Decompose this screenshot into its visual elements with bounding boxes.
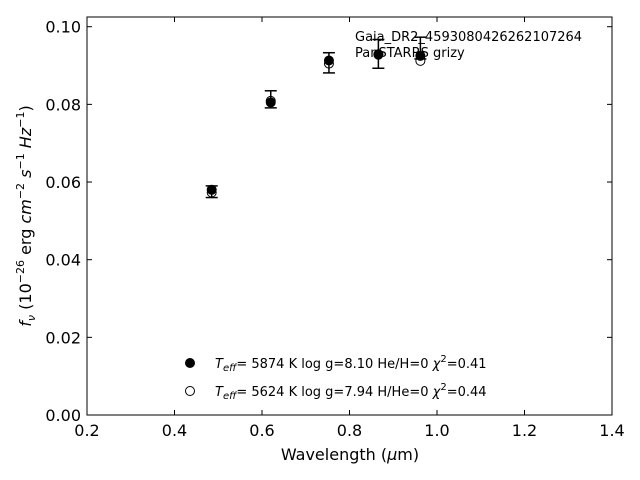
- data-point-open: [206, 187, 217, 198]
- x-tick-label: 0.8: [337, 421, 362, 440]
- data-points: [206, 49, 426, 198]
- y-axis-label: fν (10−26 erg cm−2 s−1 Hz−1): [14, 105, 38, 326]
- legend-entry-1: Teff= 5874 K log g=8.10 He/H=0 χ2=0.41: [215, 354, 487, 374]
- x-tick-label: 1.2: [512, 421, 537, 440]
- legend-1-t: T: [215, 357, 224, 372]
- legend-marker-filled: [185, 358, 195, 368]
- x-tick-labels: 0.2 0.4 0.6 0.8 1.0 1.2 1.4: [74, 421, 624, 440]
- legend: Teff= 5874 K log g=8.10 He/H=0 χ2=0.41 T…: [185, 354, 487, 402]
- y-tick-label: 0.08: [45, 95, 81, 114]
- data-point-filled: [323, 55, 334, 66]
- legend-1-chi-val: =0.41: [447, 357, 487, 372]
- legend-2-two: 2: [440, 382, 446, 393]
- legend-marker-open: [185, 386, 195, 396]
- legend-1-eff: eff: [223, 363, 238, 374]
- data-point-filled: [206, 184, 217, 195]
- legend-2-rest: = 5624 K log g=7.94 H/He=0: [236, 385, 432, 400]
- y-tick-label: 0.10: [45, 18, 81, 37]
- y-tick-label: 0.00: [45, 406, 81, 425]
- annotation-line-1: Gaia_DR2_4593080426262107264: [355, 30, 582, 45]
- legend-2-eff: eff: [223, 391, 238, 402]
- plot-frame: [86, 16, 613, 416]
- x-tick-label: 0.6: [249, 421, 274, 440]
- legend-2-chi: χ: [432, 385, 442, 400]
- x-axis-label: Wavelength (μm): [281, 445, 419, 464]
- annotation-line-2: PanSTARRS grizy: [355, 46, 465, 61]
- data-point-open: [265, 95, 276, 106]
- x-tick-label: 1.0: [424, 421, 449, 440]
- legend-entry-2: Teff= 5624 K log g=7.94 H/He=0 χ2=0.44: [215, 382, 487, 402]
- data-point-open: [323, 58, 334, 69]
- data-point-filled: [415, 50, 426, 61]
- y-tick-labels: 0.00 0.02 0.04 0.06 0.08 0.10: [45, 18, 81, 425]
- y-tick-label: 0.02: [45, 328, 81, 347]
- legend-2-t: T: [215, 385, 224, 400]
- legend-1-chi: χ: [432, 357, 442, 372]
- legend-1-two: 2: [440, 354, 446, 365]
- legend-2-chi-val: =0.44: [447, 385, 487, 400]
- y-tick-label: 0.04: [45, 251, 81, 270]
- data-point-open: [373, 49, 384, 60]
- error-bars: [205, 36, 427, 199]
- axis-ticks: [86, 17, 613, 416]
- legend-1-rest: = 5874 K log g=8.10 He/H=0: [236, 357, 432, 372]
- y-tick-label: 0.06: [45, 173, 81, 192]
- x-tick-label: 0.2: [74, 421, 99, 440]
- x-tick-label: 0.4: [162, 421, 187, 440]
- data-point-open: [415, 55, 426, 66]
- x-tick-label: 1.4: [599, 421, 624, 440]
